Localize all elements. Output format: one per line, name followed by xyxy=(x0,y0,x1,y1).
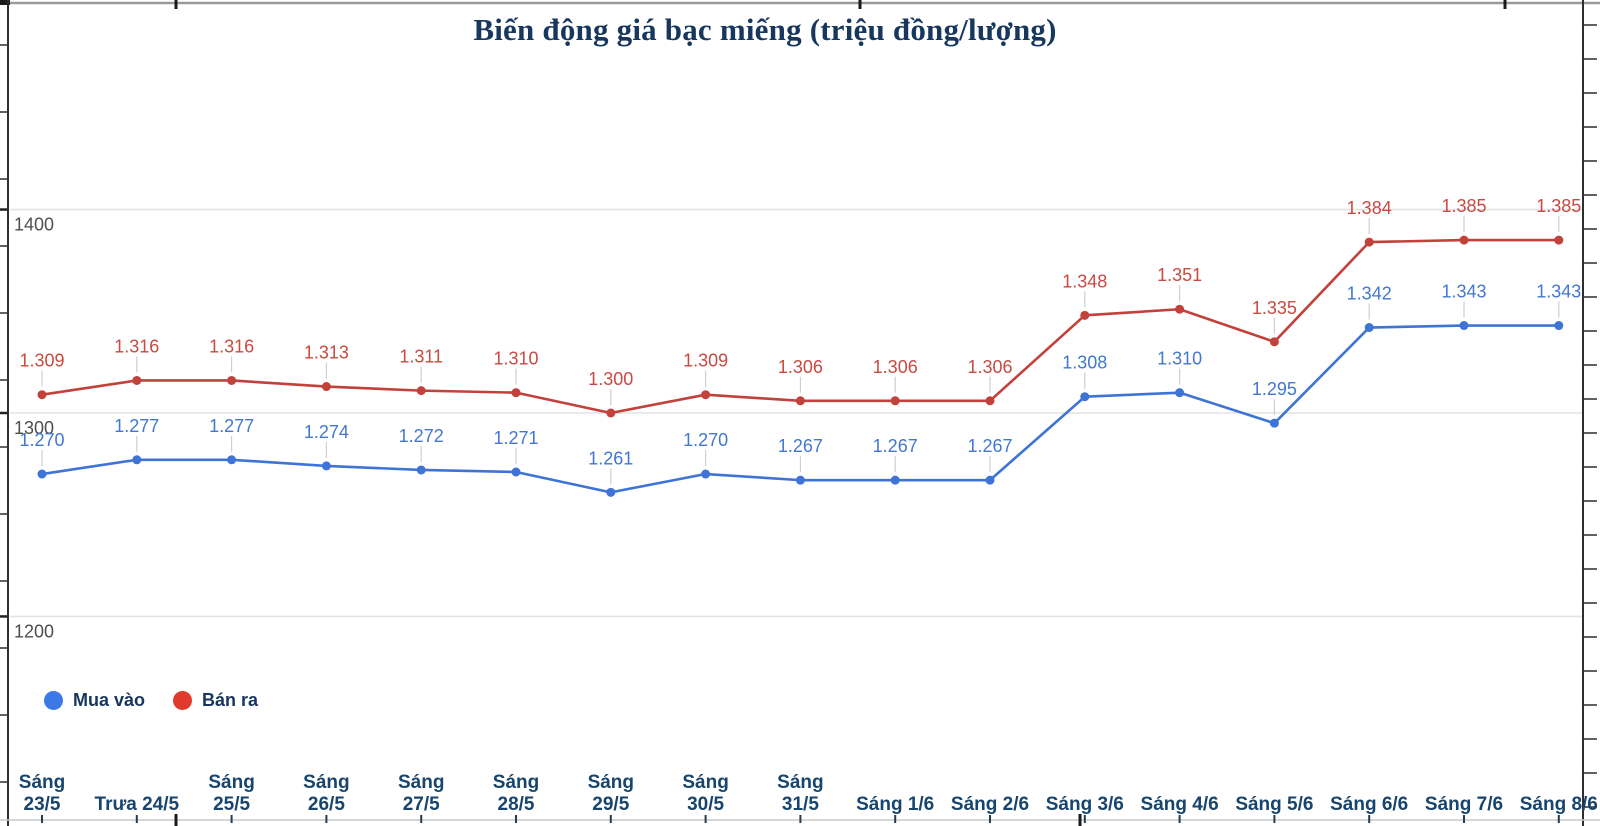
data-point[interactable] xyxy=(985,475,995,485)
data-label: 1.271 xyxy=(493,428,538,448)
y-axis-label: 1400 xyxy=(14,215,54,235)
data-point[interactable] xyxy=(890,475,900,485)
data-label: 1.309 xyxy=(19,351,64,371)
x-axis-label: Sáng 5/6 xyxy=(1235,794,1313,815)
data-label: 1.348 xyxy=(1062,271,1107,291)
data-label: 1.261 xyxy=(588,448,633,468)
data-label: 1.309 xyxy=(683,351,728,371)
x-axis-label: Sáng 27/5 xyxy=(398,772,444,815)
data-point[interactable] xyxy=(795,396,805,406)
data-point[interactable] xyxy=(321,461,331,471)
data-point[interactable] xyxy=(1459,321,1469,331)
data-label: 1.343 xyxy=(1441,282,1486,302)
data-point[interactable] xyxy=(511,467,521,477)
data-point[interactable] xyxy=(511,388,521,398)
data-label: 1.306 xyxy=(778,357,823,377)
data-point[interactable] xyxy=(416,386,426,396)
data-point[interactable] xyxy=(1459,235,1469,245)
data-point[interactable] xyxy=(416,465,426,475)
legend-item-ban-ra[interactable]: Bán ra xyxy=(173,690,258,711)
y-axis-label: 1200 xyxy=(14,621,54,641)
data-point[interactable] xyxy=(132,375,142,385)
data-label: 1.310 xyxy=(1157,349,1202,369)
data-label: 1.277 xyxy=(114,416,159,436)
data-label: 1.385 xyxy=(1441,196,1486,216)
chart-title: Biến động giá bạc miếng (triệu đồng/lượn… xyxy=(473,12,1057,47)
x-axis-label: Sáng 28/5 xyxy=(493,772,539,815)
legend-dot-red-icon xyxy=(173,691,193,710)
x-axis-label: Sáng 29/5 xyxy=(588,772,634,815)
x-axis-label: Sáng 2/6 xyxy=(951,794,1029,815)
legend-label-ban-ra: Bán ra xyxy=(202,690,259,710)
data-point[interactable] xyxy=(1175,388,1185,398)
data-label: 1.308 xyxy=(1062,353,1107,373)
x-axis-label: Sáng 6/6 xyxy=(1330,794,1408,815)
x-axis-label: Sáng 23/5 xyxy=(19,772,65,815)
data-label: 1.295 xyxy=(1252,379,1297,399)
data-point[interactable] xyxy=(1269,418,1279,428)
x-axis-label: Sáng 7/6 xyxy=(1425,794,1503,815)
data-label: 1.306 xyxy=(873,357,918,377)
data-label: 1.311 xyxy=(399,347,443,367)
data-point[interactable] xyxy=(1080,310,1090,320)
data-label: 1.274 xyxy=(304,422,349,442)
data-point[interactable] xyxy=(1364,237,1374,247)
data-label: 1.272 xyxy=(399,426,444,446)
data-label: 1.316 xyxy=(209,336,254,356)
data-point[interactable] xyxy=(37,390,47,400)
data-point[interactable] xyxy=(795,475,805,485)
data-label: 1.267 xyxy=(873,436,918,456)
data-point[interactable] xyxy=(1175,304,1185,314)
data-point[interactable] xyxy=(985,396,995,406)
data-label: 1.385 xyxy=(1536,196,1581,216)
data-label: 1.310 xyxy=(493,349,538,369)
data-point[interactable] xyxy=(227,455,237,465)
x-axis-label: Sáng 31/5 xyxy=(777,772,823,815)
x-axis-label: Sáng 26/5 xyxy=(303,772,349,815)
data-point[interactable] xyxy=(321,382,331,392)
chart-legend: Mua vào Bán ra xyxy=(44,690,258,711)
x-axis-label: Sáng 25/5 xyxy=(208,772,254,815)
data-point[interactable] xyxy=(37,469,47,479)
x-axis-label: Sáng 3/6 xyxy=(1046,794,1124,815)
data-point[interactable] xyxy=(606,408,616,418)
x-axis-label: Sáng 8/6 xyxy=(1520,794,1598,815)
data-point[interactable] xyxy=(1364,323,1374,333)
data-label: 1.384 xyxy=(1347,198,1392,218)
y-axis-label: 1300 xyxy=(14,418,54,438)
data-point[interactable] xyxy=(1269,337,1279,347)
data-label: 1.306 xyxy=(967,357,1012,377)
x-axis-label: Trưa 24/5 xyxy=(95,794,180,815)
data-label: 1.270 xyxy=(19,430,64,450)
data-label: 1.343 xyxy=(1536,282,1581,302)
data-label: 1.300 xyxy=(588,369,633,389)
legend-dot-blue-icon xyxy=(44,691,63,710)
x-axis-label: Sáng 30/5 xyxy=(682,772,728,815)
data-label: 1.267 xyxy=(778,436,823,456)
data-point[interactable] xyxy=(1554,235,1564,245)
data-point[interactable] xyxy=(701,469,711,479)
data-point[interactable] xyxy=(132,455,142,465)
legend-label-mua-vao: Mua vào xyxy=(73,690,146,710)
x-axis-label: Sáng 4/6 xyxy=(1141,794,1219,815)
x-axis-label: Sáng 1/6 xyxy=(856,794,934,815)
data-label: 1.351 xyxy=(1157,265,1202,285)
data-label: 1.342 xyxy=(1347,284,1392,304)
data-label: 1.313 xyxy=(304,343,349,363)
data-label: 1.267 xyxy=(967,436,1012,456)
data-point[interactable] xyxy=(890,396,900,406)
data-label: 1.270 xyxy=(683,430,728,450)
data-label: 1.277 xyxy=(209,416,254,436)
data-label: 1.335 xyxy=(1252,298,1297,318)
data-point[interactable] xyxy=(1554,321,1564,331)
data-label: 1.316 xyxy=(114,336,159,356)
legend-item-mua-vao[interactable]: Mua vào xyxy=(44,690,145,711)
data-point[interactable] xyxy=(606,487,616,497)
data-point[interactable] xyxy=(227,375,237,385)
data-point[interactable] xyxy=(701,390,711,400)
data-point[interactable] xyxy=(1080,392,1090,402)
